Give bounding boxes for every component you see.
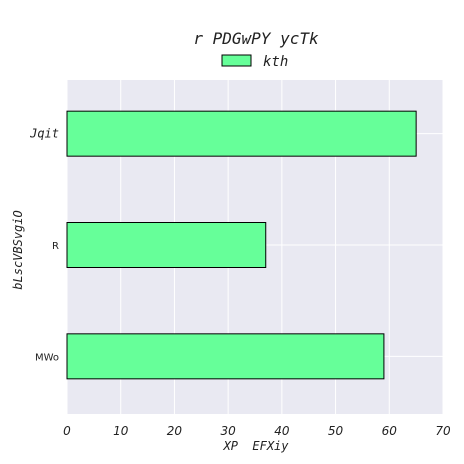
legend-swatch bbox=[221, 54, 252, 67]
y-axis-ticks: Jqit R MWo bbox=[29, 127, 59, 364]
y-tick-label: R bbox=[52, 241, 59, 252]
x-tick-label: 30 bbox=[221, 424, 237, 438]
x-tick-label: 20 bbox=[167, 424, 183, 438]
x-tick-label: 10 bbox=[113, 424, 129, 438]
x-tick-label: 70 bbox=[435, 424, 451, 438]
bar-mwo bbox=[66, 333, 385, 380]
x-tick-label: 0 bbox=[63, 424, 71, 438]
legend-label: kth bbox=[263, 54, 288, 70]
y-tick-label: MWo bbox=[35, 352, 59, 363]
y-tick-label: Jqit bbox=[29, 127, 59, 141]
x-axis-ticks: 0 10 20 30 40 50 60 70 bbox=[63, 424, 451, 438]
bars bbox=[66, 110, 417, 380]
bar-r bbox=[66, 222, 267, 268]
bar-jqit bbox=[66, 110, 417, 157]
x-tick-label: 60 bbox=[382, 424, 398, 438]
x-axis-label: XP EFXiy bbox=[222, 439, 289, 453]
chart-title: r PDGwPY ycTk bbox=[193, 29, 319, 48]
x-tick-label: 40 bbox=[274, 424, 290, 438]
x-tick-label: 50 bbox=[328, 424, 344, 438]
legend: kth bbox=[221, 54, 288, 70]
y-axis-label: bLscVBSvgiO bbox=[11, 210, 25, 289]
